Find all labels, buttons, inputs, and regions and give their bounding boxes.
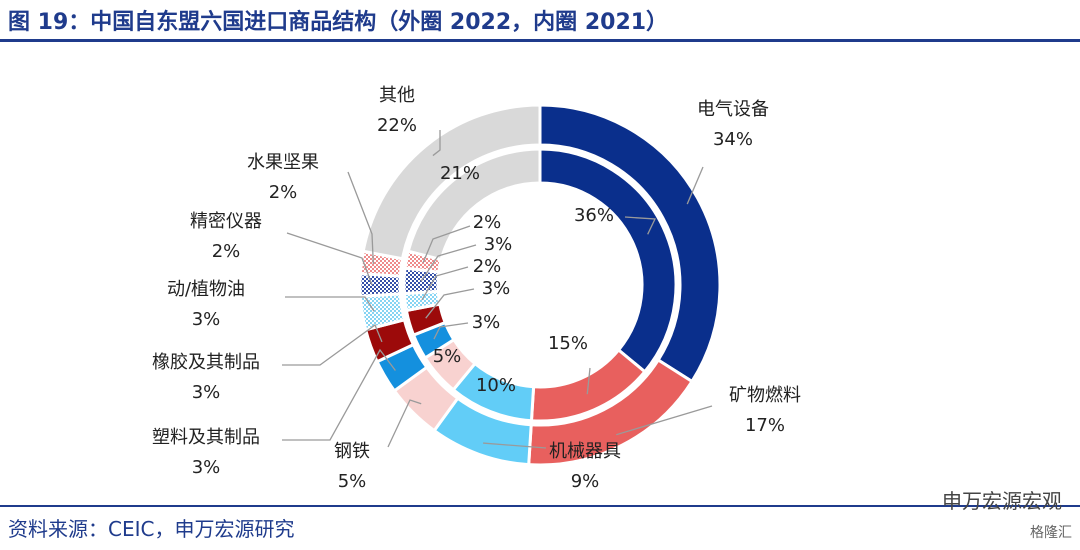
inner-value-label-6: 2% (473, 256, 502, 277)
inner-value-label-5: 3% (482, 278, 511, 299)
inner-value-label-4: 3% (472, 312, 501, 333)
inner-value-label-0: 36% (574, 205, 614, 226)
outer-value-label-5: 3% (192, 382, 221, 403)
inner-value-label-1: 15% (548, 333, 588, 354)
outer-category-label-7: 精密仪器 (190, 211, 262, 232)
inner-value-label-8: 2% (473, 212, 502, 233)
outer-category-label-4: 塑料及其制品 (152, 427, 260, 448)
inner-value-label-2: 10% (476, 375, 516, 396)
outer-category-label-6: 动/植物油 (167, 279, 245, 300)
footer-rule (0, 505, 1080, 507)
outer-value-label-2: 9% (571, 471, 600, 492)
outer-category-label-9: 其他 (379, 85, 415, 106)
title-rule (0, 39, 1080, 42)
inner-leader-6 (421, 266, 469, 301)
source-note: 资料来源：CEIC，申万宏源研究 (8, 517, 295, 541)
outer-leader-8 (347, 171, 374, 264)
outer-value-label-7: 2% (212, 241, 241, 262)
outer-value-label-4: 3% (192, 457, 221, 478)
outer-value-label-8: 2% (269, 182, 298, 203)
outer-value-label-9: 22% (377, 115, 417, 136)
outer-category-label-0: 电气设备 (697, 99, 769, 120)
outer-slice-9 (361, 103, 542, 261)
donut-slices (358, 103, 722, 467)
inner-slice-9 (406, 147, 542, 262)
outer-leader-4 (282, 348, 396, 441)
outer-category-label-3: 钢铁 (334, 441, 370, 462)
outer-leader-7 (286, 232, 373, 286)
outer-category-label-8: 水果坚果 (247, 152, 319, 173)
outer-leader-6 (285, 296, 375, 312)
outer-category-label-2: 机械器具 (549, 441, 621, 462)
leader-lines (282, 130, 713, 449)
inner-value-label-3: 5% (433, 346, 462, 367)
inner-leader-4 (433, 322, 469, 340)
outer-leader-9 (432, 130, 441, 157)
outer-value-label-0: 34% (713, 129, 753, 150)
outer-leader-2 (483, 442, 547, 449)
outer-leader-1 (616, 405, 713, 436)
inner-leader-1 (586, 367, 591, 395)
inner-value-label-9: 21% (440, 163, 480, 184)
nested-donut-chart: 电气设备 34% 矿物燃料 17% 机械器具 9% 钢铁 5% 塑料及其制品 3% 橡胶及其制品 3%… (152, 85, 801, 492)
inner-leader-8 (422, 225, 471, 263)
outer-value-label-3: 5% (338, 471, 367, 492)
watermark-text: 申万宏源宏观 (942, 489, 1062, 513)
logo-text: 格隆汇 (1030, 525, 1072, 541)
inner-leader-7 (420, 244, 477, 282)
outer-value-label-6: 3% (192, 309, 221, 330)
inner-leader-0 (624, 216, 656, 235)
inner-value-label-7: 3% (484, 234, 513, 255)
chart-title: 图 19：中国自东盟六国进口商品结构（外圈 2022，内圈 2021） (8, 10, 669, 35)
inner-leader-5 (425, 288, 475, 319)
data-labels: 电气设备 34% 矿物燃料 17% 机械器具 9% 钢铁 5% 塑料及其制品 3% 橡胶及其制品 3%… (152, 85, 801, 492)
outer-leader-0 (686, 166, 704, 205)
outer-leader-5 (282, 323, 383, 366)
outer-leader-3 (387, 399, 422, 448)
outer-category-label-1: 矿物燃料 (729, 385, 801, 406)
outer-category-label-5: 橡胶及其制品 (152, 352, 260, 373)
outer-value-label-1: 17% (745, 415, 785, 436)
